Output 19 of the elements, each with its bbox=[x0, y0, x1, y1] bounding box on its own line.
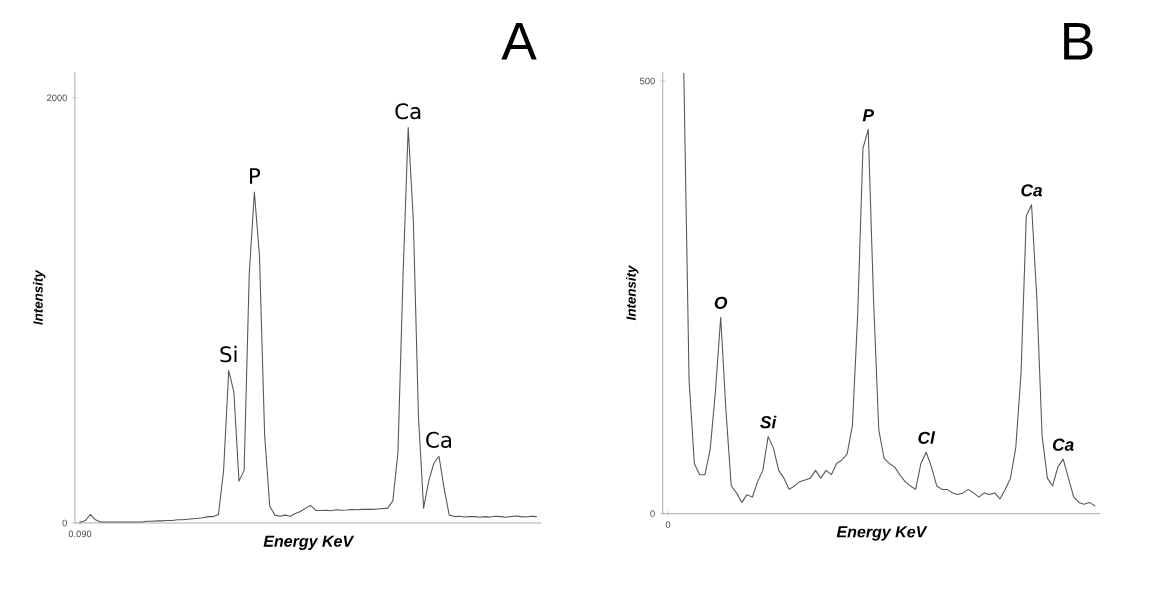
annotation: Ca bbox=[1052, 438, 1074, 451]
x-axis-title: Energy KeV bbox=[263, 535, 355, 550]
annotation: O bbox=[714, 296, 728, 309]
x-tick-label: 0.090 bbox=[68, 530, 92, 538]
y-tick-label: 2000 bbox=[47, 94, 67, 102]
annotation: Cl bbox=[918, 431, 936, 444]
x-axis-title: Energy KeV bbox=[836, 526, 928, 541]
chart-title: B bbox=[1064, 22, 1093, 60]
annotation: Ca bbox=[426, 431, 452, 448]
y-tick-label: 500 bbox=[639, 77, 655, 85]
annotation: P bbox=[862, 109, 875, 122]
annotation: Si bbox=[220, 345, 237, 363]
annotation: Ca bbox=[395, 103, 421, 120]
y-axis-title: Intensity bbox=[32, 269, 46, 325]
annotation: Si bbox=[760, 415, 777, 429]
y-axis-title: Intensity bbox=[626, 265, 639, 321]
chart-title: A bbox=[501, 22, 537, 60]
annotation: Ca bbox=[1021, 184, 1043, 197]
annotation: P bbox=[250, 168, 261, 184]
